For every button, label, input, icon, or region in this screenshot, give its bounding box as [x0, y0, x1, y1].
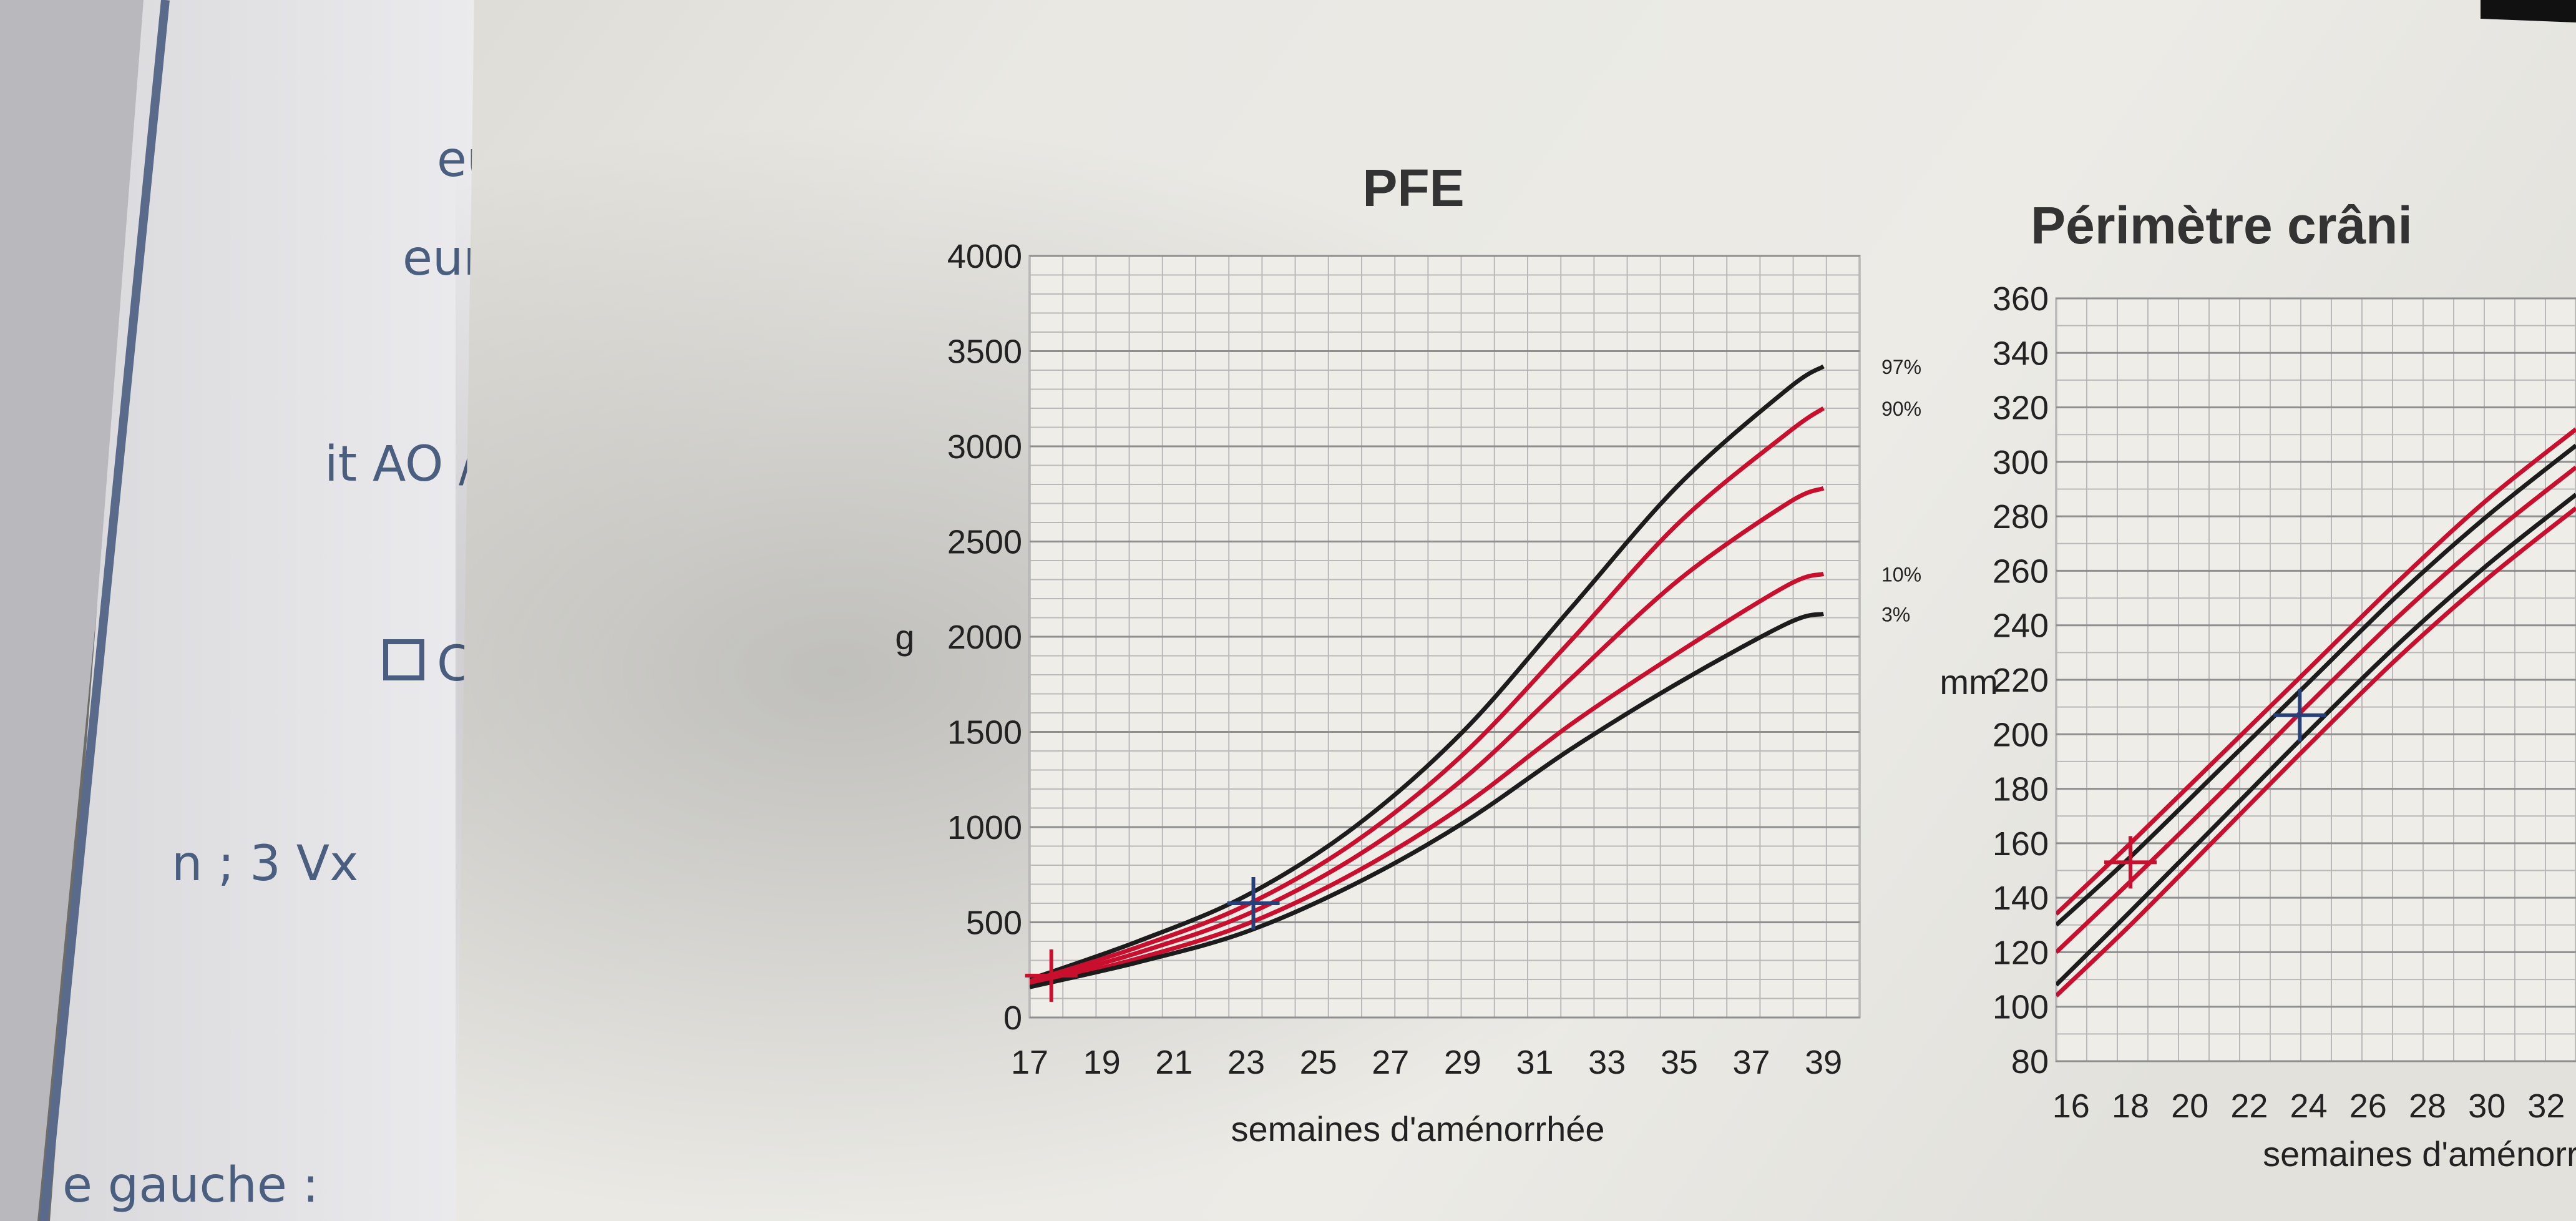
- x-tick-label: 28: [2409, 1087, 2446, 1125]
- x-tick-label: 39: [1805, 1044, 1842, 1081]
- x-tick-label: 21: [1155, 1044, 1193, 1081]
- series-line-5: [1030, 611, 1825, 989]
- y-tick-label: 160: [1993, 825, 2049, 863]
- y-tick-label: 260: [1993, 552, 2049, 590]
- x-tick-label: 20: [2171, 1087, 2208, 1125]
- y-tick-label: 4000: [947, 238, 1022, 275]
- series-label: 3%: [1881, 603, 1910, 625]
- y-tick-label: 220: [1993, 662, 2049, 699]
- series-label: 10%: [1881, 563, 1921, 586]
- y-tick-label: 320: [1993, 390, 2049, 427]
- y-tick-label: 180: [1993, 771, 2049, 808]
- y-tick-label: 200: [1993, 716, 2049, 753]
- x-tick-label: 26: [2349, 1087, 2387, 1125]
- marker-1: [2104, 836, 2157, 889]
- chart-1: PFE g semaines d'aménorrhée 0 500 1000 1500 200…: [895, 159, 1921, 1149]
- x-tick-label: 29: [1444, 1044, 1481, 1081]
- background-sheet-edge: [0, 0, 156, 1221]
- corner-dark: [2481, 0, 2576, 22]
- x-tick-label: 37: [1732, 1044, 1770, 1081]
- series-line-2: [2056, 443, 2576, 927]
- y-tick-label: 1000: [947, 809, 1022, 846]
- x-axis-label: semaines d'aménorrhée: [1231, 1109, 1604, 1149]
- marker-2: [2273, 689, 2326, 742]
- y-tick-label: 3500: [947, 333, 1022, 371]
- back-fragment-3: it AO /: [324, 436, 476, 493]
- series-label: 90%: [1881, 398, 1921, 420]
- series-line-1: [2056, 427, 2576, 916]
- chart-title: PFE: [1362, 159, 1464, 217]
- series-label: 97%: [1881, 356, 1921, 378]
- y-tick-label: 2000: [947, 619, 1022, 656]
- background-sheet: [50, 0, 499, 1221]
- y-tick-label: 80: [2011, 1043, 2049, 1081]
- y-tick-label: 500: [966, 905, 1022, 942]
- x-tick-label: 33: [1588, 1044, 1626, 1081]
- y-tick-label: 0: [1003, 999, 1022, 1037]
- series-line-2: [1030, 406, 1825, 984]
- x-axis-label: semaines d'aménorrhé: [2263, 1134, 2576, 1174]
- y-tick-label: 2500: [947, 524, 1022, 561]
- back-checkbox: [383, 639, 424, 680]
- x-tick-label: 32: [2527, 1087, 2565, 1125]
- series-line-3: [1030, 486, 1825, 986]
- x-tick-label: 25: [1300, 1044, 1337, 1081]
- chart-title: Périmètre crâni: [2031, 196, 2413, 255]
- x-tick-label: 22: [2230, 1087, 2268, 1125]
- y-tick-label: 100: [1993, 989, 2049, 1026]
- x-tick-label: 16: [2052, 1087, 2090, 1125]
- x-tick-label: 19: [1083, 1044, 1121, 1081]
- y-axis-label: g: [895, 617, 914, 657]
- marker-1: [1025, 949, 1078, 1002]
- x-tick-label: 31: [1516, 1044, 1554, 1081]
- x-tick-label: 17: [1011, 1044, 1048, 1081]
- marker-2: [1227, 877, 1280, 929]
- back-fragment-5: n ; 3 Vx: [172, 836, 358, 892]
- y-tick-label: 240: [1993, 607, 2049, 645]
- y-axis-label: mm: [1939, 662, 1998, 702]
- y-tick-label: 140: [1993, 880, 2049, 917]
- y-tick-label: 300: [1993, 444, 2049, 481]
- x-tick-label: 30: [2468, 1087, 2505, 1125]
- y-tick-label: 3000: [947, 428, 1022, 466]
- series-line-3: [2056, 465, 2576, 954]
- y-tick-label: 360: [1993, 280, 2049, 318]
- x-tick-label: 23: [1227, 1044, 1265, 1081]
- series-line-4: [1030, 571, 1825, 988]
- x-tick-label: 18: [2112, 1087, 2149, 1125]
- y-tick-label: 280: [1993, 498, 2049, 536]
- series-line-4: [2056, 493, 2576, 987]
- y-tick-label: 340: [1993, 335, 2049, 372]
- x-tick-label: 27: [1372, 1044, 1409, 1081]
- x-tick-label: 35: [1661, 1044, 1698, 1081]
- series-line-1: [1030, 364, 1825, 982]
- y-tick-label: 1500: [947, 714, 1022, 752]
- x-tick-label: 24: [2290, 1087, 2328, 1125]
- series-line-5: [2056, 506, 2576, 998]
- y-tick-label: 120: [1993, 934, 2049, 971]
- back-fragment-6: e gauche :: [62, 1157, 319, 1214]
- sheet-edge-line: [39, 0, 170, 1221]
